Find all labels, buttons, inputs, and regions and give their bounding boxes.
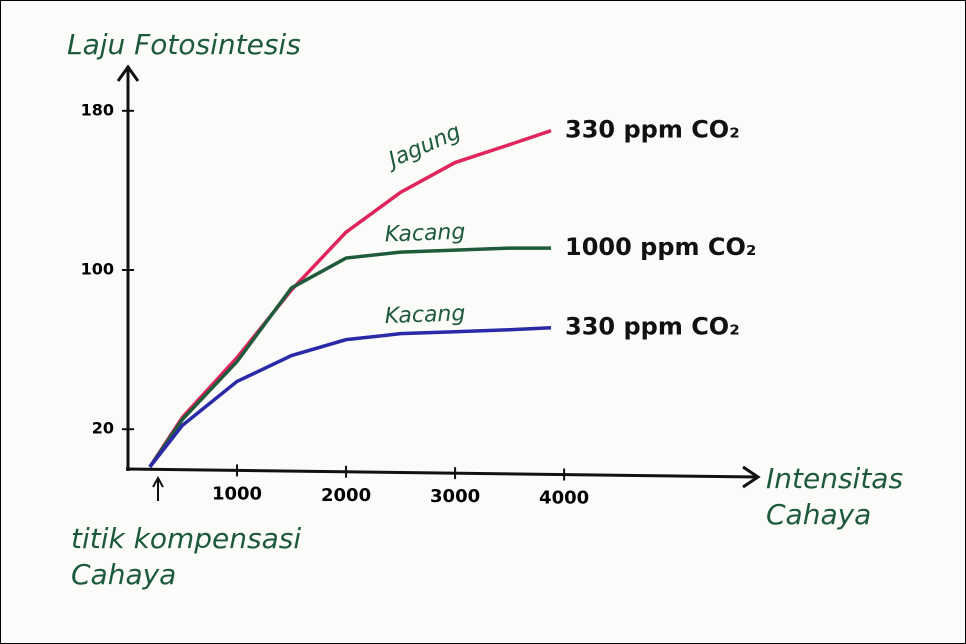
- chart-page: 201001801000200030004000Jagung330 ppm CO…: [0, 0, 966, 644]
- x-axis-label: Intensitas Cahaya: [766, 461, 946, 533]
- annotation: titik kompensasi Cahaya: [71, 521, 371, 593]
- series-end-label: 330 ppm CO₂: [565, 313, 740, 341]
- series-line: [150, 248, 551, 467]
- y-tick-label: 20: [92, 419, 114, 438]
- series-name: Kacang: [384, 220, 466, 248]
- series-line: [150, 131, 551, 467]
- x-tick-label: 2000: [321, 485, 371, 506]
- x-tick-label: 1000: [212, 483, 262, 504]
- y-tick-label: 180: [81, 100, 114, 119]
- x-tick-label: 4000: [539, 488, 589, 509]
- y-tick-label: 100: [81, 260, 114, 279]
- series-end-label: 330 ppm CO₂: [565, 116, 740, 144]
- y-axis-label: Laju Fotosintesis: [67, 27, 301, 63]
- series-end-label: 1000 ppm CO₂: [565, 233, 756, 261]
- series-line: [150, 328, 551, 467]
- x-tick-label: 3000: [430, 486, 480, 507]
- series-name: Kacang: [384, 301, 466, 329]
- x-axis: [126, 469, 758, 477]
